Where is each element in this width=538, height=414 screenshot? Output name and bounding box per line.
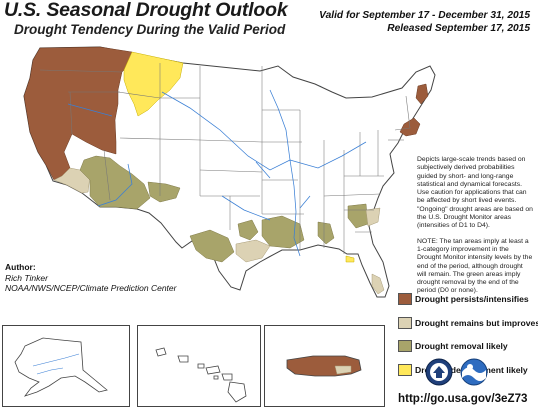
drought-improves-southeast xyxy=(365,207,381,227)
puerto-rico-improves xyxy=(334,365,352,375)
drought-removal-texas xyxy=(189,229,235,263)
rivers xyxy=(67,89,367,257)
legend-swatch-development xyxy=(398,363,412,376)
nws-logo-icon xyxy=(460,358,488,386)
drought-removal-alabama xyxy=(317,221,335,245)
hawaii-map xyxy=(155,347,247,403)
drought-development-florida xyxy=(345,255,355,263)
release-date: Released September 17, 2015 xyxy=(387,23,530,34)
map-title: U.S. Seasonal Drought Outlook xyxy=(4,0,288,21)
inset-alaska xyxy=(2,325,130,407)
inset-hawaii xyxy=(137,325,261,407)
drought-removal-arklatex xyxy=(261,215,305,249)
state-borders xyxy=(39,63,411,254)
hawaii-islands xyxy=(155,347,247,403)
drought-removal-south-central xyxy=(237,219,259,241)
legend-label-improves: Drought remains but improves xyxy=(415,317,538,328)
map-subtitle: Drought Tendency During the Valid Period xyxy=(14,22,286,37)
legend-swatch-persists xyxy=(398,293,412,305)
drought-improves-florida xyxy=(371,273,385,295)
puerto-rico-map xyxy=(286,355,362,377)
legend-swatch-improves xyxy=(398,316,412,329)
drought-persists-maine xyxy=(415,83,429,105)
drought-development-montana xyxy=(123,51,184,117)
author-org: NOAA/NWS/NCEP/Climate Prediction Center xyxy=(5,283,177,294)
drought-removal-southwest xyxy=(79,155,151,210)
map-notes: Depicts large-scale trends based on subj… xyxy=(417,156,533,303)
legend-label-persists: Drought persists/intensifies xyxy=(415,294,529,304)
legend-swatch-removal xyxy=(398,340,412,352)
noaa-logo-icon xyxy=(425,358,453,386)
author-label: Author: xyxy=(5,262,36,272)
note-tan-green: NOTE: The tan areas imply at least a 1-c… xyxy=(417,237,533,295)
valid-period: Valid for September 17 - December 31, 20… xyxy=(319,9,530,35)
drought-removal-colorado xyxy=(147,181,181,203)
alaska-rivers xyxy=(32,353,80,375)
inset-puerto-rico xyxy=(264,325,385,407)
author-name: Rich Tinker xyxy=(5,272,48,283)
alaska-outline xyxy=(14,337,108,397)
alaska-map xyxy=(14,337,108,397)
valid-dates: Valid for September 17 - December 31, 20… xyxy=(319,10,530,21)
legend-label-removal: Drought removal likely xyxy=(415,341,508,351)
source-url[interactable]: http://go.usa.gov/3eZ73 xyxy=(398,392,528,405)
note-methodology: Depicts large-scale trends based on subj… xyxy=(417,156,533,230)
author-block: Author: Rich Tinker NOAA/NWS/NCEP/Climat… xyxy=(5,262,176,294)
drought-improves-gulf xyxy=(235,239,271,263)
